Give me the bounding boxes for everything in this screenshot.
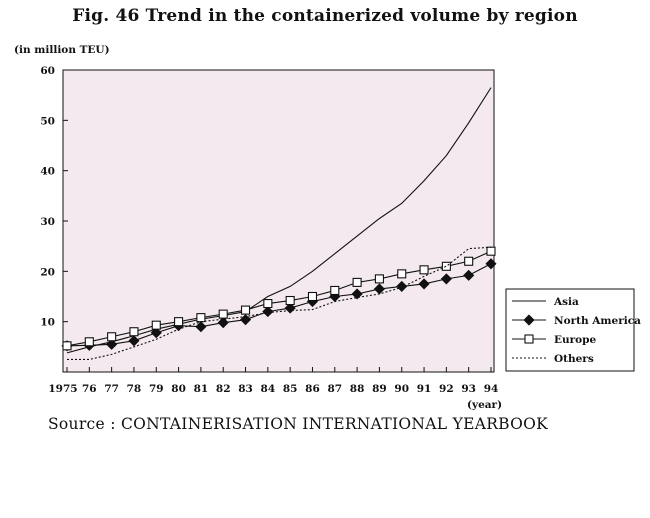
legend-label: North America (554, 315, 641, 327)
europe-point (62, 341, 72, 351)
europe-point (486, 246, 496, 256)
legend-item-north-america: North America (512, 314, 641, 327)
x-tick-label: 82 (216, 383, 231, 395)
legend-item-asia: Asia (512, 296, 579, 308)
others-line (67, 246, 492, 360)
europe-point (419, 265, 429, 275)
y-axis-label: (in million TEU) (14, 44, 110, 56)
source-note: Source : CONTAINERISATION INTERNATIONAL … (48, 415, 549, 433)
europe-point (464, 256, 474, 266)
north-america-point (463, 269, 475, 281)
x-tick-label: 86 (305, 383, 320, 395)
x-tick-label: 90 (394, 383, 409, 395)
others-series (67, 246, 492, 360)
x-tick-label: 77 (104, 383, 119, 395)
legend-label: Europe (554, 334, 597, 346)
north-america-point (195, 321, 207, 333)
x-tick-label: 94 (484, 383, 499, 395)
north-america-point (128, 335, 140, 347)
x-tick-label: 88 (350, 383, 365, 395)
europe-point (107, 332, 117, 342)
north-america-point (262, 306, 274, 318)
legend-item-europe: Europe (512, 334, 597, 346)
europe-point (352, 277, 362, 287)
north-america-point (396, 280, 408, 292)
europe-point (196, 313, 206, 323)
europe-point (84, 337, 94, 347)
north-america-point (239, 314, 252, 326)
y-tick-label: 40 (40, 166, 55, 178)
chart-title: Fig. 46 Trend in the containerized volum… (72, 6, 578, 26)
x-tick-label: 89 (372, 383, 387, 395)
x-tick-label: 78 (127, 383, 142, 395)
legend-label: Asia (553, 296, 579, 308)
x-tick-label: 83 (238, 383, 253, 395)
legend-north-america-point (523, 314, 535, 326)
x-tick-label: 1975 (48, 383, 77, 395)
legend-label: Others (554, 353, 594, 365)
europe-point (374, 274, 384, 284)
europe-point (330, 285, 340, 296)
x-tick-label: 84 (261, 383, 276, 395)
europe-point (307, 291, 318, 302)
x-tick-label: 80 (171, 383, 186, 395)
north-america-point (485, 258, 497, 270)
legend-item-others: Others (512, 353, 594, 365)
europe-point (174, 317, 184, 327)
legend-box (505, 288, 635, 372)
europe-point (240, 305, 251, 315)
x-tick-label: 93 (461, 383, 476, 395)
europe-series (62, 246, 496, 351)
north-america-point (106, 338, 118, 350)
y-tick-label: 10 (40, 317, 55, 329)
europe-point (263, 298, 273, 309)
y-tick-label: 30 (40, 216, 55, 228)
north-america-point (217, 317, 229, 329)
x-tick-label: 92 (439, 383, 454, 395)
north-america-point (440, 273, 452, 285)
y-tick-label: 50 (40, 115, 55, 127)
europe-point (441, 261, 451, 271)
europe-point (397, 269, 407, 279)
x-tick-label: 85 (283, 383, 298, 395)
north-america-point (418, 278, 430, 290)
north-america-point (150, 327, 162, 339)
x-tick-label: 79 (149, 383, 164, 395)
europe-point (151, 320, 161, 330)
plot-area (62, 69, 495, 373)
x-axis-label: (year) (467, 399, 502, 411)
north-america-point (351, 288, 363, 300)
x-tick-label: 91 (417, 383, 432, 395)
x-tick-label: 87 (327, 383, 342, 395)
europe-point (285, 295, 295, 306)
legend-europe-point (524, 334, 534, 344)
y-tick-label: 60 (40, 65, 55, 77)
y-tick-label: 20 (40, 266, 55, 278)
europe-point (129, 327, 139, 337)
x-tick-label: 76 (82, 383, 97, 395)
europe-point (218, 309, 228, 319)
x-tick-label: 81 (194, 383, 209, 395)
